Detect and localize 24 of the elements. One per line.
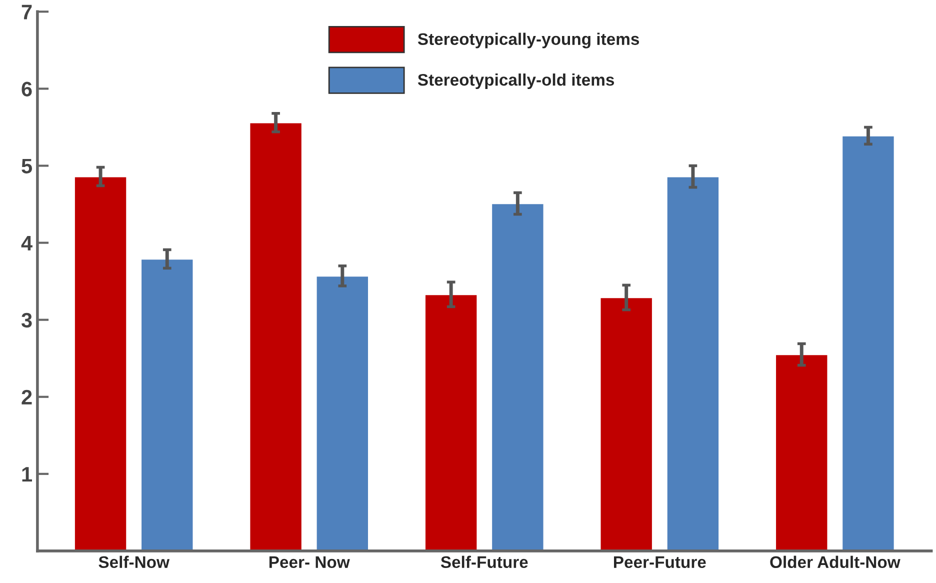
y-tick-label: 7 bbox=[22, 4, 32, 20]
bar bbox=[315, 275, 370, 551]
bar bbox=[666, 176, 720, 551]
y-tick-label: 3 bbox=[21, 312, 32, 328]
bar bbox=[599, 296, 654, 551]
bar bbox=[774, 354, 829, 551]
y-tick-label: 6 bbox=[22, 82, 32, 96]
legend-label: Stereotypically-young items bbox=[418, 32, 640, 48]
legend-label: Stereotypically-old items bbox=[418, 74, 614, 90]
bar bbox=[424, 294, 478, 551]
y-tick-label: 5 bbox=[22, 158, 32, 174]
y-tick-label: 2 bbox=[22, 390, 32, 404]
x-tick-label: Peer-Future bbox=[614, 556, 706, 568]
y-tick-label: 4 bbox=[21, 236, 32, 250]
bar bbox=[140, 258, 194, 551]
bar bbox=[74, 176, 128, 551]
x-tick-label: Older Adult-Now bbox=[770, 556, 900, 568]
bar bbox=[490, 202, 545, 551]
x-tick-label: Self-Future bbox=[440, 556, 528, 568]
x-tick-label: Self-Now bbox=[98, 556, 170, 568]
y-tick-label: 1 bbox=[22, 467, 32, 482]
bar bbox=[248, 122, 303, 551]
bar bbox=[841, 135, 896, 551]
x-tick-label: Peer- Now bbox=[269, 556, 350, 568]
